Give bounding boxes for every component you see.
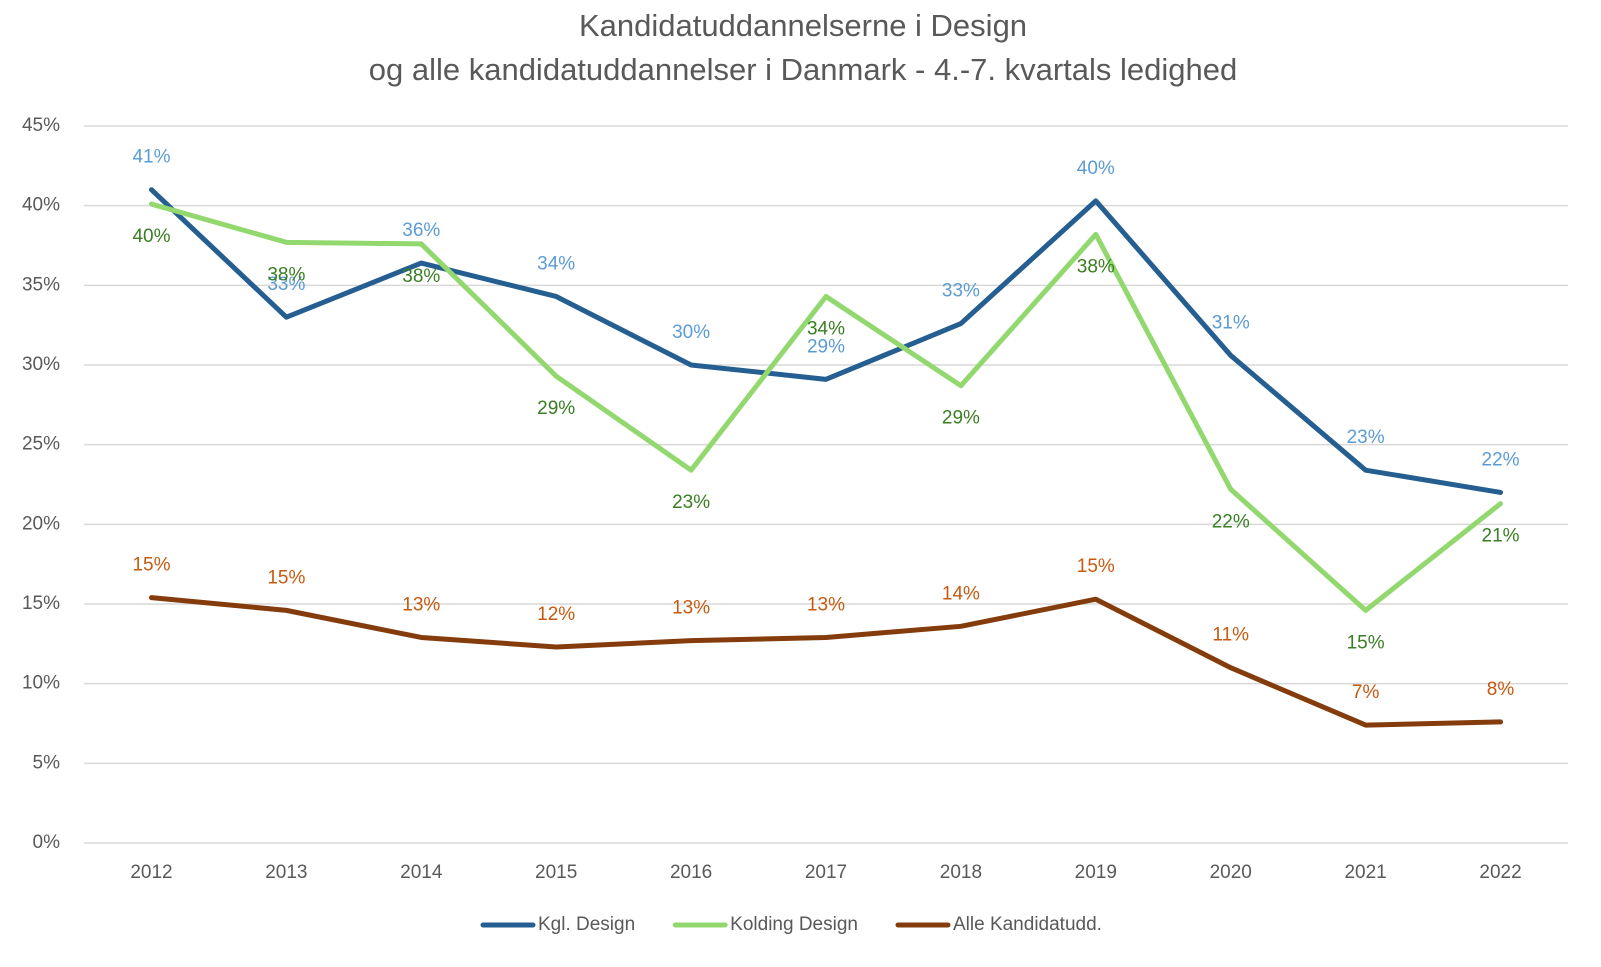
- x-tick-label: 2021: [1344, 862, 1386, 883]
- x-tick-label: 2014: [400, 862, 443, 883]
- data-label: 11%: [1212, 625, 1249, 646]
- x-tick-label: 2015: [535, 862, 577, 883]
- data-label: 13%: [402, 594, 440, 615]
- data-label: 33%: [267, 274, 305, 295]
- y-tick-label: 5%: [33, 752, 61, 773]
- data-label: 29%: [942, 408, 980, 429]
- x-tick-label: 2012: [130, 862, 172, 883]
- data-label: 15%: [132, 555, 170, 576]
- data-label: 12%: [537, 604, 575, 625]
- data-label: 40%: [1077, 158, 1115, 179]
- legend-label: Kolding Design: [730, 914, 858, 935]
- x-tick-label: 2019: [1075, 862, 1117, 883]
- y-tick-label: 10%: [22, 673, 60, 694]
- chart-title: Kandidatuddannelserne i Design: [579, 8, 1027, 43]
- data-label: 8%: [1487, 679, 1515, 700]
- data-label: 15%: [1077, 556, 1115, 577]
- data-label: 21%: [1482, 526, 1520, 547]
- chart-title: og alle kandidatuddannelser i Danmark - …: [369, 52, 1238, 87]
- data-label: 36%: [402, 220, 440, 241]
- data-label: 31%: [1212, 312, 1250, 333]
- data-label: 40%: [132, 226, 170, 247]
- data-label: 29%: [537, 398, 575, 419]
- data-label: 13%: [672, 598, 710, 619]
- data-label: 38%: [402, 266, 440, 287]
- x-tick-label: 2016: [670, 862, 712, 883]
- data-label: 30%: [672, 322, 710, 343]
- data-label: 34%: [537, 254, 575, 275]
- series-line: [148, 201, 1504, 613]
- data-label: 33%: [942, 281, 980, 302]
- data-label: 41%: [132, 147, 170, 168]
- data-label: 14%: [942, 583, 980, 604]
- data-label: 15%: [1347, 632, 1385, 653]
- y-tick-label: 45%: [22, 115, 60, 136]
- series-line: [148, 187, 1504, 495]
- y-tick-label: 35%: [22, 274, 60, 295]
- y-tick-label: 40%: [22, 195, 60, 216]
- y-tick-label: 0%: [33, 832, 61, 853]
- data-label: 23%: [672, 492, 710, 513]
- x-tick-label: 2020: [1210, 862, 1252, 883]
- data-label: 7%: [1352, 682, 1380, 703]
- data-label: 15%: [267, 567, 305, 588]
- x-tick-label: 2013: [265, 862, 307, 883]
- y-tick-label: 20%: [22, 513, 60, 534]
- series-line: [148, 595, 1504, 728]
- data-label: 23%: [1347, 427, 1385, 448]
- data-label: 38%: [267, 264, 305, 285]
- legend-label: Alle Kandidatudd.: [953, 914, 1102, 935]
- data-label: 13%: [807, 594, 845, 615]
- data-label: 38%: [1077, 256, 1115, 277]
- legend-label: Kgl. Design: [538, 914, 635, 935]
- data-label: 29%: [807, 336, 845, 357]
- data-label: 34%: [807, 319, 845, 340]
- data-label: 22%: [1482, 449, 1520, 470]
- y-tick-label: 15%: [22, 593, 60, 614]
- y-tick-label: 30%: [22, 354, 60, 375]
- y-tick-label: 25%: [22, 434, 60, 455]
- x-tick-label: 2017: [805, 862, 847, 883]
- data-label: 22%: [1212, 511, 1250, 532]
- x-tick-label: 2022: [1479, 862, 1521, 883]
- x-tick-label: 2018: [940, 862, 982, 883]
